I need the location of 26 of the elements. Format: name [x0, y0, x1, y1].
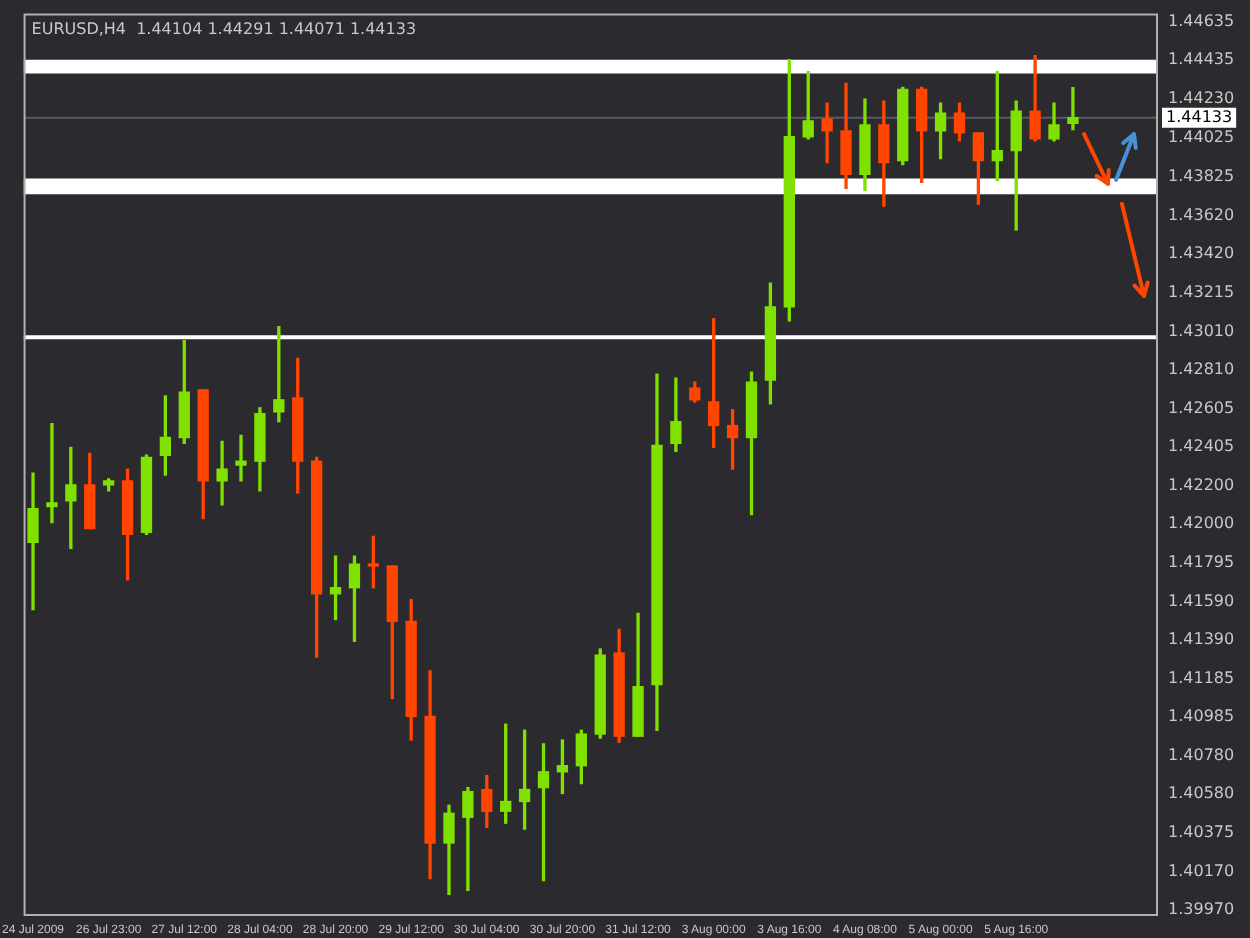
y-tick-label: 1.42200: [1168, 475, 1235, 494]
y-tick-label: 1.41185: [1168, 669, 1235, 688]
y-tick-label: 1.42810: [1168, 359, 1235, 378]
y-tick-label: 1.44635: [1168, 12, 1235, 31]
y-tick-label: 1.40780: [1168, 746, 1235, 765]
y-tick-label: 1.41390: [1168, 630, 1235, 649]
y-tick-label: 1.39970: [1168, 900, 1235, 919]
y-tick-label: 1.44025: [1168, 128, 1235, 147]
y-tick-label: 1.42605: [1168, 398, 1235, 417]
y-tick-label: 1.43215: [1168, 282, 1235, 301]
y-tick-label: 1.44435: [1168, 50, 1235, 69]
ref-line-label: 1.44133: [1166, 107, 1233, 126]
y-tick-label: 1.42000: [1168, 513, 1235, 532]
y-tick-label: 1.40580: [1168, 784, 1235, 803]
y-tick-label: 1.41795: [1168, 552, 1235, 571]
y-tick-label: 1.40170: [1168, 862, 1235, 881]
y-tick-label: 1.43420: [1168, 243, 1235, 262]
chart-title: EURUSD,H4 1.44104 1.44291 1.44071 1.44133: [31, 19, 417, 38]
y-tick-label: 1.42405: [1168, 436, 1235, 455]
y-tick-label: 1.43825: [1168, 166, 1235, 185]
y-tick-label: 1.41590: [1168, 591, 1235, 610]
y-tick-label: 1.43010: [1168, 321, 1235, 340]
y-tick-label: 1.43620: [1168, 205, 1235, 224]
y-tick-label: 1.44230: [1168, 89, 1235, 108]
y-tick-label: 1.40985: [1168, 707, 1235, 726]
y-tick-label: 1.40375: [1168, 823, 1235, 842]
